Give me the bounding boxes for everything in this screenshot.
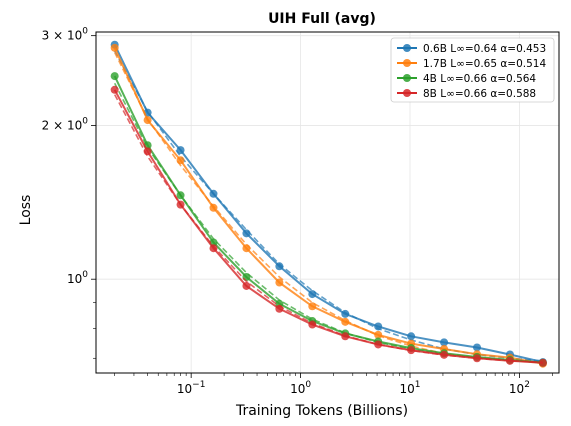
y-tick-label: 100 <box>67 270 88 286</box>
data-point <box>407 346 416 355</box>
x-tick-label: 100 <box>290 380 311 396</box>
x-tick-label: 101 <box>399 380 420 396</box>
legend-item: 0.6B L∞=0.64 α=0.453 <box>397 43 546 55</box>
data-point <box>374 330 383 339</box>
x-tick-label: 102 <box>509 380 530 396</box>
y-tick-label: 3 × 100 <box>42 27 89 43</box>
data-point <box>505 356 514 365</box>
data-point <box>275 278 284 287</box>
data-point <box>110 43 119 52</box>
data-point <box>308 290 317 299</box>
data-point <box>538 358 547 367</box>
legend-box <box>390 37 555 103</box>
y-axis-label: Loss <box>18 195 34 226</box>
data-point <box>308 320 317 329</box>
legend-label: 4B L∞=0.66 α=0.564 <box>423 73 536 85</box>
fit-line <box>113 94 543 364</box>
data-point <box>242 272 251 281</box>
data-point <box>209 203 218 212</box>
legend-item: 1.7B L∞=0.65 α=0.514 <box>397 58 546 70</box>
data-point <box>176 200 185 209</box>
legend-swatch-marker <box>403 74 411 82</box>
legend-label: 1.7B L∞=0.65 α=0.514 <box>423 58 546 70</box>
data-point <box>176 191 185 200</box>
data-point <box>473 354 482 363</box>
data-point <box>110 72 119 81</box>
data-point <box>341 317 350 326</box>
legend-item: 4B L∞=0.66 α=0.564 <box>397 73 536 85</box>
data-point <box>473 343 482 352</box>
legend-item: 8B L∞=0.66 α=0.588 <box>397 88 536 100</box>
legend-label: 0.6B L∞=0.64 α=0.453 <box>423 43 546 55</box>
data-point <box>242 229 251 238</box>
data-point <box>242 281 251 290</box>
x-tick-label: 10−1 <box>177 380 206 396</box>
data-point <box>275 262 284 271</box>
data-point <box>176 156 185 165</box>
legend-swatch-marker <box>403 44 411 52</box>
y-tick-label: 2 × 100 <box>42 117 89 133</box>
series-3 <box>110 72 547 367</box>
series-layer <box>110 40 547 368</box>
data-point <box>341 309 350 318</box>
series-4 <box>110 85 547 367</box>
data-point <box>374 322 383 331</box>
chart-title: UIH Full (avg) <box>268 11 376 27</box>
data-point <box>440 350 449 359</box>
data-point <box>143 116 152 125</box>
legend-label: 8B L∞=0.66 α=0.588 <box>423 88 536 100</box>
legend: 0.6B L∞=0.64 α=0.453 1.7B L∞=0.65 α=0.514… <box>390 37 555 103</box>
plot-frame <box>95 31 560 374</box>
data-point <box>341 332 350 341</box>
fit-line <box>113 82 543 363</box>
x-axis-label: Training Tokens (Billions) <box>235 403 408 419</box>
data-point <box>143 147 152 156</box>
data-point <box>176 146 185 155</box>
data-point <box>275 304 284 313</box>
data-point <box>374 340 383 349</box>
data-point <box>209 189 218 198</box>
series-line <box>113 89 543 364</box>
series-line <box>113 44 544 364</box>
y-axis: 100 2 × 100 3 × 100 <box>42 27 96 359</box>
series-line <box>113 47 544 365</box>
x-axis: 10−1 100 101 102 <box>114 373 553 396</box>
data-point <box>209 244 218 253</box>
data-point <box>308 302 317 311</box>
data-point <box>440 338 449 347</box>
data-point <box>242 244 251 253</box>
data-point <box>407 332 416 341</box>
legend-swatch-marker <box>403 59 411 67</box>
series-line <box>113 75 543 364</box>
legend-swatch-marker <box>403 89 411 97</box>
data-point <box>110 85 119 94</box>
